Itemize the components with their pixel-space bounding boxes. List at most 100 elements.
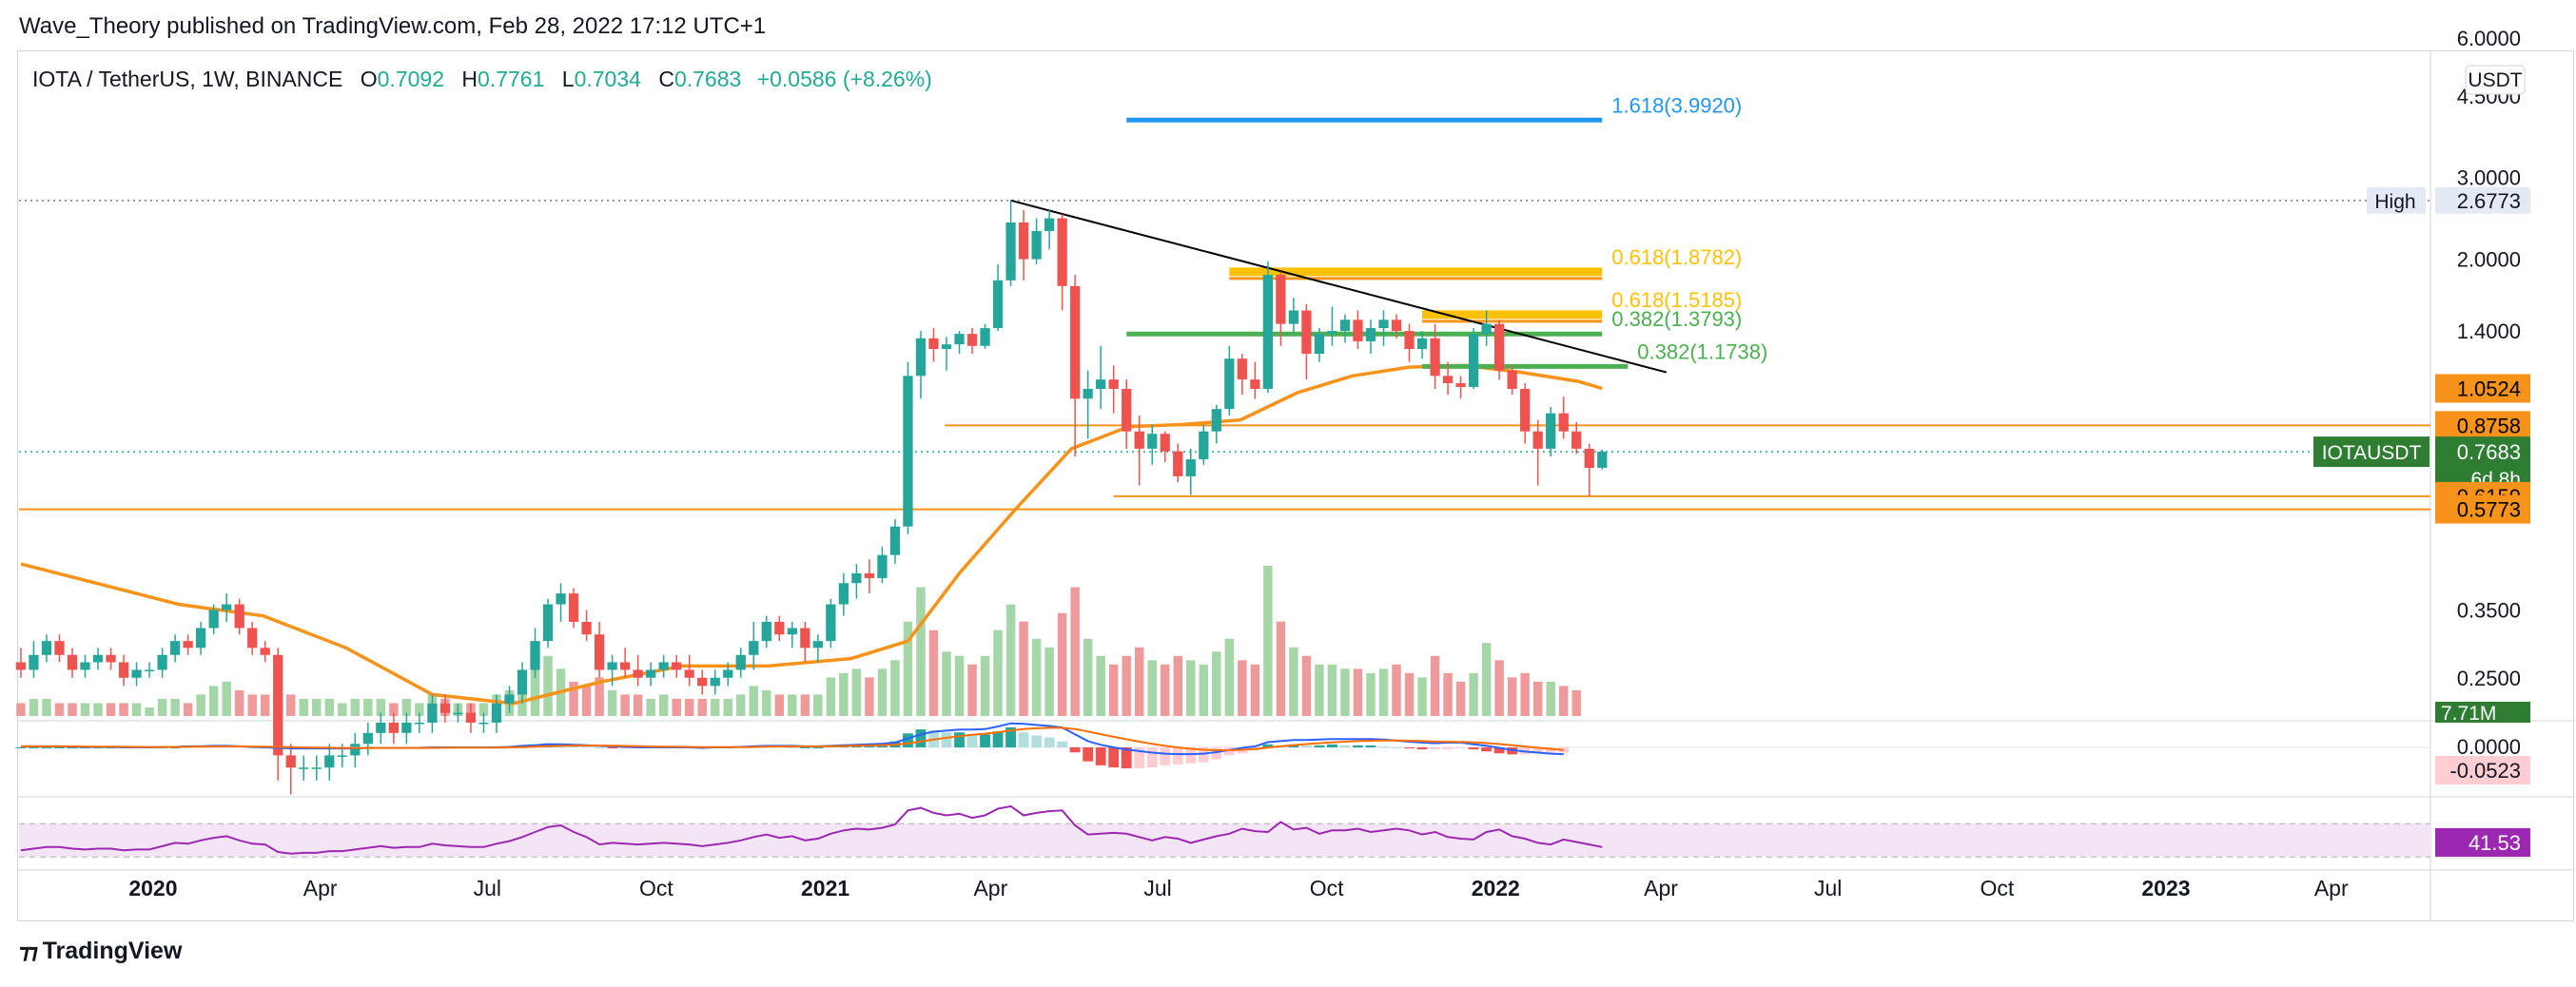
rsi-band — [19, 823, 2430, 858]
candle-body — [1031, 230, 1042, 260]
volume-bar — [800, 694, 810, 716]
candle-body — [196, 628, 206, 648]
volume-value-box — [2435, 702, 2530, 723]
candle-body — [414, 723, 425, 725]
candle-body — [1416, 338, 1428, 350]
volume-bar — [839, 672, 849, 716]
macd-histogram-bar — [1262, 744, 1274, 747]
volume-bar — [788, 694, 797, 716]
high-price-label: 2.6773 — [2457, 189, 2521, 213]
candle-body — [594, 634, 605, 670]
volume-bar — [1315, 664, 1324, 716]
candle-body — [222, 604, 232, 610]
candle-body — [183, 641, 193, 648]
volume-bar — [208, 686, 219, 716]
legend-change: +0.0586 (+8.26%) — [756, 67, 932, 91]
volume-bar — [376, 698, 386, 716]
volume-bar — [1327, 664, 1337, 716]
candle-body — [889, 526, 901, 555]
macd-histogram-bar — [980, 734, 990, 747]
candle-body — [1353, 319, 1363, 341]
candle-body — [273, 654, 283, 756]
volume-bar — [1481, 643, 1492, 716]
current-price-box — [2435, 436, 2530, 491]
volume-bar — [1455, 681, 1466, 716]
macd-histogram-bar — [1430, 747, 1440, 750]
macd-histogram-bar — [1301, 745, 1312, 747]
volume-bar — [620, 694, 630, 716]
macd-histogram-bar — [1353, 745, 1363, 747]
volume-bar — [1212, 651, 1221, 716]
volume-bar — [324, 698, 335, 716]
legend-high-label: H — [461, 67, 478, 91]
candle-body — [1327, 331, 1337, 335]
candle-body — [1044, 218, 1055, 231]
candle-body — [337, 755, 347, 757]
volume-bar — [581, 686, 592, 716]
candle-body — [118, 662, 129, 678]
symbol-legend: IOTA / TetherUS, 1W, BINANCE O0.7092 H0.… — [32, 67, 932, 92]
high-price-box — [2435, 186, 2530, 214]
time-tick-label: Oct — [1980, 876, 2014, 900]
volume-bar — [543, 655, 553, 716]
volume-bar — [234, 689, 244, 716]
tradingview-logo[interactable]: ⁊⁊ TradingView — [19, 938, 182, 965]
volume-bar — [1430, 655, 1440, 716]
candle-body — [1147, 434, 1158, 449]
candle-body — [350, 744, 361, 756]
volume-bar — [1070, 587, 1080, 716]
macd-histogram-bar — [1365, 745, 1376, 747]
volume-bar — [877, 668, 888, 716]
time-tick-label: 2023 — [2141, 876, 2190, 900]
candle-body — [1160, 434, 1170, 452]
candle-body — [1507, 370, 1517, 389]
volume-bar — [247, 694, 257, 716]
candle-body — [1520, 388, 1531, 432]
brand-name: TradingView — [42, 938, 183, 964]
volume-bar — [68, 703, 77, 716]
level-price-label: 0.5773 — [2457, 498, 2521, 522]
volume-bar — [1005, 604, 1016, 716]
volume-bar — [749, 686, 759, 716]
chart-frame — [17, 50, 2574, 921]
candle-body — [812, 641, 823, 648]
candle-body — [774, 621, 785, 635]
candle-body — [992, 280, 1004, 329]
volume-bar — [1276, 621, 1286, 716]
macd-histogram-bar — [54, 747, 65, 748]
macd-histogram-bar — [1493, 747, 1505, 754]
macd-histogram-bar — [1532, 747, 1544, 754]
volume-bar — [1238, 660, 1247, 716]
macd-histogram-bar — [1327, 744, 1337, 747]
candle-body — [761, 621, 771, 642]
macd-histogram-bar — [1211, 747, 1222, 760]
volume-bar — [813, 694, 823, 716]
candle-body — [1468, 334, 1479, 387]
time-tick-label: Apr — [973, 876, 1007, 900]
candle-body — [954, 334, 965, 345]
volume-bar — [1031, 638, 1042, 716]
candle-body — [169, 641, 181, 655]
candle-body — [1122, 388, 1132, 432]
macd-histogram-bar — [1160, 747, 1171, 765]
candle-body — [1070, 285, 1081, 399]
volume-bar — [363, 698, 373, 716]
candle-body — [311, 767, 322, 769]
legend-high: 0.7761 — [478, 67, 545, 91]
volume-bar — [980, 655, 990, 716]
volume-bar — [1122, 655, 1131, 716]
candle-body — [1571, 431, 1582, 449]
level-price-label: 0.8758 — [2457, 414, 2521, 437]
candle-body — [826, 604, 836, 642]
macd-histogram-bar — [1121, 747, 1132, 769]
volume-bar — [222, 681, 231, 716]
macd-histogram-bar — [1185, 747, 1197, 764]
candle-body — [67, 654, 78, 670]
candle-body — [838, 583, 849, 605]
macd-histogram-bar — [1095, 747, 1106, 765]
volume-bar — [1224, 638, 1235, 716]
candle-body — [208, 610, 219, 629]
candle-body — [800, 628, 810, 648]
candle-body — [439, 703, 451, 713]
